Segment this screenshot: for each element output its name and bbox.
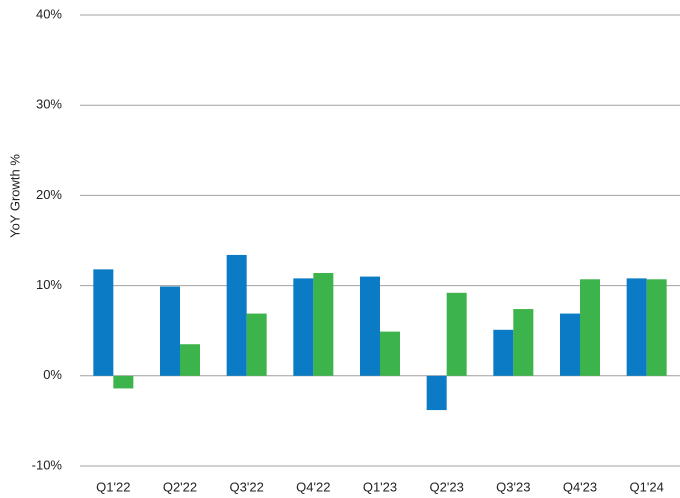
bar (626, 278, 647, 376)
bar (493, 329, 514, 376)
bar (360, 276, 380, 376)
y-tick-label: 40% (36, 6, 62, 21)
bar (160, 286, 180, 376)
x-tick-label: Q4'23 (563, 479, 597, 494)
bar (446, 292, 467, 376)
x-tick-label: Q2'23 (430, 479, 464, 494)
y-tick-label: 0% (43, 367, 62, 382)
bar (293, 278, 314, 376)
bar (226, 254, 247, 376)
bar (113, 375, 134, 389)
y-axis-label: YoY Growth % (7, 154, 22, 238)
y-tick-label: -10% (32, 457, 63, 472)
x-tick-label: Q3'22 (230, 479, 264, 494)
bar (560, 313, 580, 376)
bar (93, 269, 114, 376)
bar (313, 272, 334, 376)
x-tick-label: Q1'24 (630, 479, 664, 494)
bar (426, 375, 447, 411)
x-tick-label: Q3'23 (496, 479, 530, 494)
bar (180, 344, 200, 376)
x-tick-label: Q1'22 (96, 479, 130, 494)
bar (646, 279, 667, 376)
bar (246, 313, 267, 376)
x-tick-label: Q1'23 (363, 479, 397, 494)
x-tick-label: Q2'22 (163, 479, 197, 494)
bar (380, 331, 400, 376)
bar (513, 309, 534, 376)
y-tick-label: 10% (36, 277, 62, 292)
x-tick-label: Q4'22 (296, 479, 330, 494)
y-tick-label: 30% (36, 97, 62, 112)
y-tick-label: 20% (36, 187, 62, 202)
bar (580, 279, 600, 376)
